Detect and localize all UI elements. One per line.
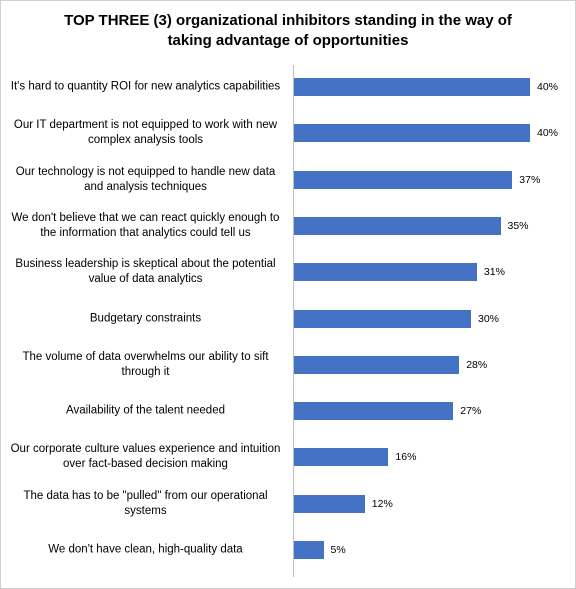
category-label: Availability of the talent needed [66, 404, 225, 417]
bar [294, 263, 477, 282]
bar [294, 355, 460, 374]
category-label: Our technology is not equipped to handle… [15, 165, 276, 193]
value-label: 40% [537, 127, 559, 140]
value-label: 16% [395, 451, 417, 464]
value-label: 30% [478, 312, 500, 325]
bar [294, 309, 471, 328]
category-label: Business leadership is skeptical about t… [15, 258, 276, 286]
category-label: We don't believe that we can react quick… [11, 211, 280, 239]
bar [294, 78, 530, 96]
bar [294, 170, 513, 189]
bar [294, 124, 530, 143]
value-label: 5% [330, 544, 346, 556]
value-label: 28% [466, 358, 488, 371]
value-label: 35% [507, 219, 529, 232]
category-axis [293, 65, 294, 577]
bar [294, 541, 324, 559]
bar [294, 402, 454, 421]
category-label: Budgetary constraints [89, 312, 202, 324]
category-label: Our IT department is not equipped to wor… [13, 119, 278, 147]
category-label: The volume of data overwhelms our abilit… [22, 350, 269, 378]
category-label: It's hard to quantity ROI for new analyt… [10, 80, 281, 93]
value-label: 12% [371, 497, 393, 510]
bar [294, 448, 389, 467]
bar [294, 216, 501, 235]
chart-title: TOP THREE (3) organizational inhibitors … [64, 12, 512, 49]
value-label: 27% [460, 405, 482, 418]
value-label: 40% [537, 81, 559, 93]
category-label: Our corporate culture values experience … [10, 443, 281, 471]
bar [294, 494, 365, 513]
value-label: 37% [519, 173, 541, 186]
value-label: 31% [483, 266, 505, 279]
category-label: We don't have clean, high-quality data [48, 543, 243, 556]
category-label: The data has to be "pulled" from our ope… [23, 489, 268, 517]
